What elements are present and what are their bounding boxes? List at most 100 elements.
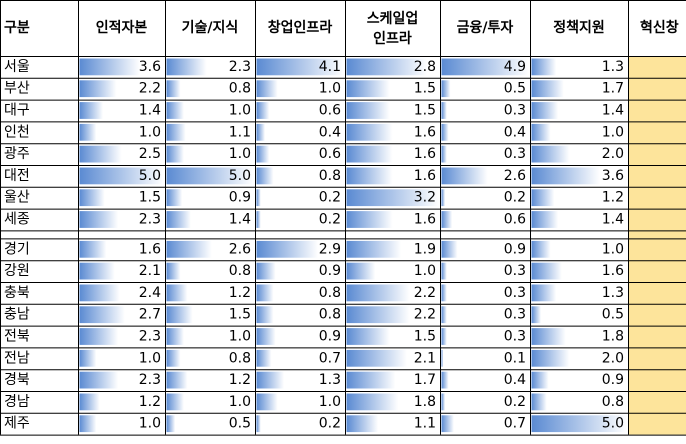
data-bar bbox=[531, 145, 570, 163]
cell-value: 0.5 bbox=[504, 81, 526, 97]
cell-value: 2.0 bbox=[602, 146, 624, 162]
data-bar bbox=[531, 349, 570, 367]
cell-value: 3.6 bbox=[602, 168, 624, 184]
cell-value: 0.6 bbox=[319, 103, 341, 119]
data-bar bbox=[166, 284, 188, 302]
data-bar bbox=[346, 262, 376, 280]
data-bar bbox=[166, 393, 184, 411]
header-cell: 스케일업 bbox=[367, 11, 419, 27]
data-bar bbox=[346, 123, 393, 141]
cell-value: 0.3 bbox=[504, 307, 526, 323]
data-bar bbox=[531, 240, 551, 258]
row-label: 부산 bbox=[4, 81, 30, 97]
data-bar bbox=[346, 371, 396, 389]
data-bar bbox=[166, 349, 181, 367]
data-bar bbox=[79, 58, 140, 76]
cell-value: 2.6 bbox=[229, 241, 251, 257]
cell-value: 2.3 bbox=[139, 212, 161, 228]
cell-value: 1.2 bbox=[229, 285, 251, 301]
cell-value: 0.5 bbox=[229, 416, 251, 432]
data-bar bbox=[79, 80, 117, 98]
data-bar bbox=[531, 393, 547, 411]
cell-value: 1.2 bbox=[139, 394, 161, 410]
data-bar bbox=[531, 102, 559, 119]
data-bar bbox=[346, 145, 393, 163]
data-bar bbox=[441, 284, 447, 302]
cell-value: 1.2 bbox=[602, 190, 624, 206]
cell-value: 5.0 bbox=[602, 416, 624, 432]
row-label: 인천 bbox=[4, 124, 30, 140]
cell-value: 0.8 bbox=[319, 168, 341, 184]
cell-value: 0.4 bbox=[504, 372, 526, 388]
data-bar bbox=[79, 328, 119, 345]
data-bar bbox=[166, 145, 184, 163]
data-bar bbox=[166, 262, 181, 280]
data-bar bbox=[441, 58, 529, 76]
cell-value: 0.8 bbox=[319, 307, 341, 323]
cell-value: 2.1 bbox=[139, 263, 161, 279]
cell-value: 0.7 bbox=[319, 350, 341, 366]
data-bar bbox=[256, 167, 274, 185]
cell-value: 1.6 bbox=[602, 263, 624, 279]
row-label: 광주 bbox=[4, 146, 30, 162]
data-bar bbox=[346, 415, 379, 433]
cell-value: 1.3 bbox=[319, 372, 341, 388]
data-bar bbox=[346, 284, 410, 302]
data-bar bbox=[256, 328, 276, 345]
cell-value: 0.2 bbox=[319, 212, 341, 228]
row-label: 전북 bbox=[4, 329, 30, 345]
cell-value: 0.3 bbox=[504, 103, 526, 119]
cell-value: 1.1 bbox=[229, 124, 251, 140]
cell-value: 1.8 bbox=[414, 394, 436, 410]
data-bar bbox=[531, 58, 557, 76]
cell-value: 2.2 bbox=[414, 307, 436, 323]
data-bar bbox=[256, 306, 274, 324]
data-bar bbox=[441, 167, 488, 185]
cell-value: 2.4 bbox=[139, 285, 161, 301]
data-bar bbox=[166, 80, 181, 98]
data-bar bbox=[531, 167, 600, 185]
cell-value: 1.7 bbox=[602, 81, 624, 97]
data-bar bbox=[441, 306, 447, 324]
cell-value: 0.7 bbox=[504, 416, 526, 432]
data-bar bbox=[166, 211, 191, 228]
data-bar bbox=[441, 393, 446, 411]
cell-value: 0.1 bbox=[504, 350, 526, 366]
data-bar bbox=[256, 211, 261, 228]
row-label: 경기 bbox=[4, 241, 30, 257]
row-label: 전남 bbox=[4, 350, 30, 366]
cell-value: 1.3 bbox=[602, 59, 624, 75]
cell-value: 1.3 bbox=[602, 285, 624, 301]
cell-value: 1.0 bbox=[229, 394, 251, 410]
data-bar bbox=[531, 80, 564, 98]
data-bar bbox=[79, 306, 125, 324]
header-cell: 혁신창 bbox=[640, 19, 679, 36]
row-label: 충남 bbox=[4, 307, 30, 323]
cell-value: 1.6 bbox=[414, 168, 436, 184]
data-bar bbox=[166, 240, 212, 258]
cell-value: 0.9 bbox=[319, 329, 341, 345]
data-bar bbox=[166, 123, 186, 141]
cell-value: 0.2 bbox=[504, 190, 526, 206]
data-bar bbox=[346, 167, 393, 185]
data-bar bbox=[79, 371, 119, 389]
header-cell: 구분 bbox=[4, 20, 30, 36]
cell-value: 1.0 bbox=[139, 124, 161, 140]
cell-value: 0.9 bbox=[319, 263, 341, 279]
cell-value: 2.8 bbox=[414, 59, 436, 75]
cell-value: 0.3 bbox=[504, 146, 526, 162]
data-bar bbox=[79, 349, 97, 367]
data-bar bbox=[256, 415, 261, 433]
row-label: 서울 bbox=[4, 59, 30, 75]
data-bar bbox=[79, 415, 97, 433]
data-bar bbox=[166, 167, 254, 185]
data-bar bbox=[79, 145, 122, 163]
highlight-column bbox=[629, 57, 686, 435]
cell-value: 1.8 bbox=[602, 329, 624, 345]
data-bar bbox=[441, 123, 449, 141]
cell-value: 1.5 bbox=[414, 329, 436, 345]
data-bar bbox=[441, 211, 453, 228]
data-bar bbox=[441, 80, 451, 98]
data-bar bbox=[256, 262, 276, 280]
data-bar bbox=[166, 306, 193, 324]
